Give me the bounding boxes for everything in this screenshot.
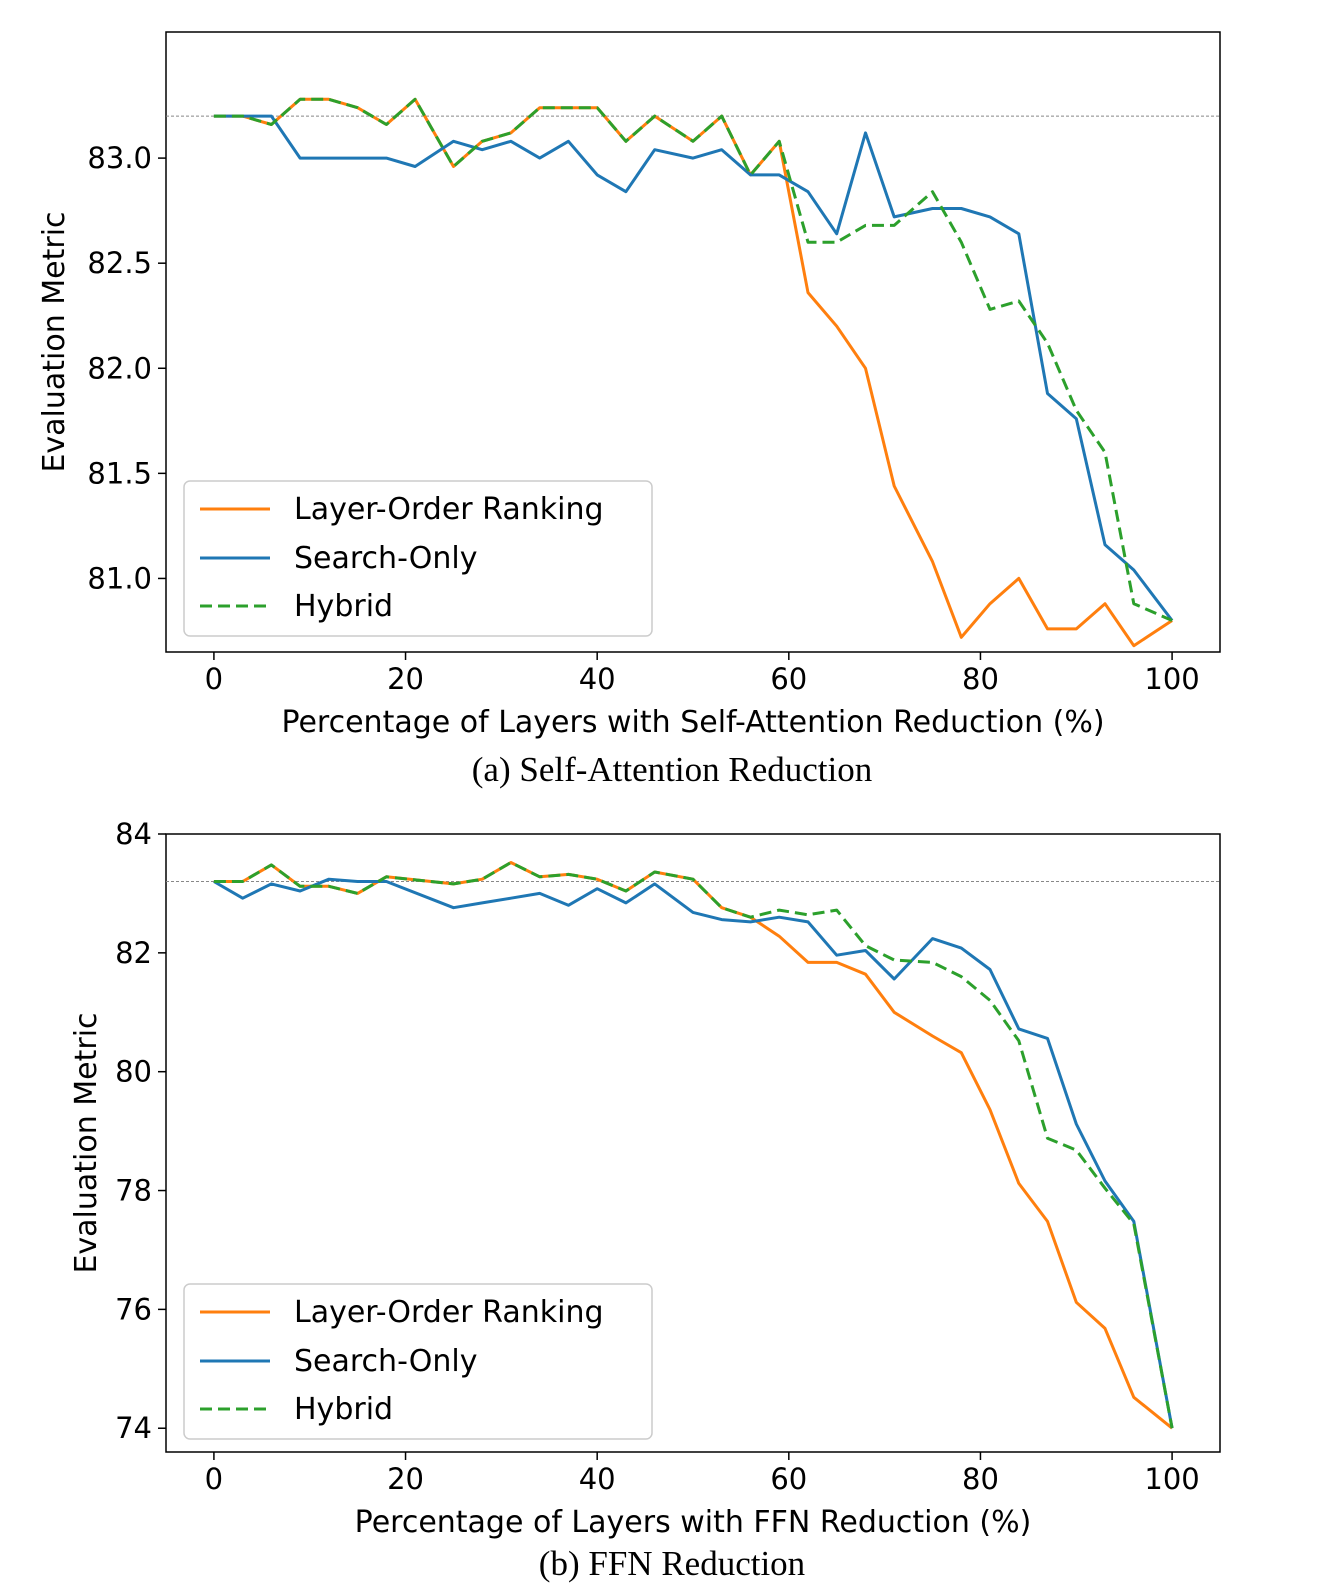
y-tick-label: 82.5	[87, 246, 152, 280]
x-tick-label: 20	[387, 1462, 424, 1496]
y-tick-label: 78	[115, 1174, 152, 1208]
legend-label-hybrid: Hybrid	[294, 1392, 393, 1427]
y-tick-label: 82.0	[87, 351, 152, 385]
plot-area-frame	[165, 833, 1221, 1453]
x-tick-label: 20	[387, 662, 424, 696]
x-tick-label: 40	[579, 662, 616, 696]
legend-box	[183, 1283, 653, 1440]
series-lines	[213, 97, 1174, 648]
figure-caption: (a) Self-Attention Reduction	[472, 750, 872, 789]
chart-ffn-reduction: 0 20 40 60 80 100 74 76 78 80 82 84 Percentage of …	[69, 817, 1221, 1583]
x-axis-label: Percentage of Layers with Self-Attention…	[281, 705, 1104, 740]
y-axis-label: Evaluation Metric	[69, 1012, 104, 1273]
plot-area-frame	[165, 31, 1221, 653]
x-tick-label: 80	[962, 662, 999, 696]
y-tick-label: 84	[115, 817, 152, 851]
x-tick-label: 0	[205, 1462, 223, 1496]
y-tick-label: 74	[115, 1411, 152, 1445]
x-axis-label: Percentage of Layers with FFN Reduction …	[355, 1505, 1032, 1540]
y-axis-label: Evaluation Metric	[37, 211, 72, 472]
legend: Layer-Order Ranking Search-Only Hybrid	[183, 480, 653, 637]
series-line-layer-order-ranking	[213, 861, 1174, 1430]
y-tick-label: 81.0	[87, 561, 152, 595]
y-tick-label: 83.0	[87, 141, 152, 175]
legend-box	[183, 480, 653, 637]
y-axis-ticks: 81.0 81.5 82.0 82.5 83.0	[87, 141, 166, 595]
y-tick-label: 81.5	[87, 456, 152, 490]
legend-label-search-only: Search-Only	[294, 1344, 477, 1379]
series-line-search-only	[213, 877, 1174, 1429]
x-tick-label: 40	[579, 1462, 616, 1496]
legend: Layer-Order Ranking Search-Only Hybrid	[183, 1283, 653, 1440]
x-tick-label: 100	[1144, 662, 1199, 696]
legend-label-hybrid: Hybrid	[294, 589, 393, 624]
y-tick-label: 82	[115, 936, 152, 970]
legend-label-layer-order-ranking: Layer-Order Ranking	[294, 1295, 604, 1330]
series-line-hybrid	[213, 97, 1173, 622]
x-tick-label: 0	[205, 662, 223, 696]
chart-self-attention-reduction: 0 20 40 60 80 100 81.0 81.5 82.0 82.5 83.0 Percen…	[37, 31, 1221, 789]
series-lines	[213, 861, 1174, 1430]
legend-label-search-only: Search-Only	[294, 541, 477, 576]
y-tick-label: 76	[115, 1292, 152, 1326]
y-tick-label: 80	[115, 1055, 152, 1089]
y-axis-ticks: 74 76 78 80 82 84	[115, 817, 166, 1445]
x-axis-ticks: 0 20 40 60 80 100	[205, 1452, 1200, 1496]
series-line-search-only	[213, 114, 1174, 622]
figure-caption: (b) FFN Reduction	[539, 1544, 805, 1583]
x-tick-label: 60	[770, 662, 807, 696]
x-tick-label: 60	[770, 1462, 807, 1496]
x-axis-ticks: 0 20 40 60 80 100	[205, 652, 1200, 696]
x-tick-label: 80	[962, 1462, 999, 1496]
x-tick-label: 100	[1144, 1462, 1199, 1496]
legend-label-layer-order-ranking: Layer-Order Ranking	[294, 492, 604, 527]
